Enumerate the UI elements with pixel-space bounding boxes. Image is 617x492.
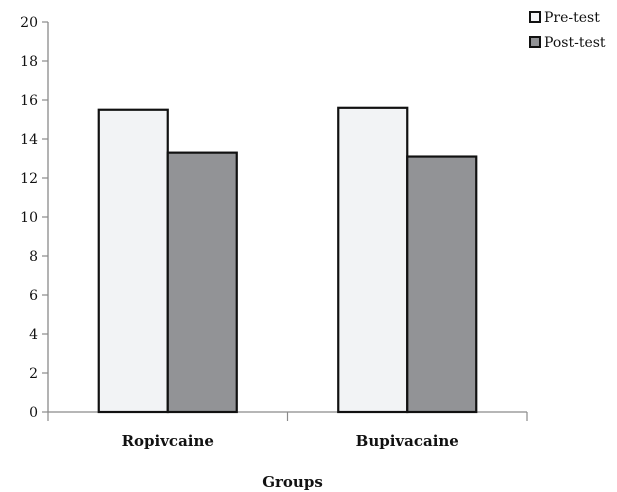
legend: Pre-test Post-test	[529, 10, 606, 51]
bars	[97, 106, 478, 414]
legend-label: Post-test	[544, 35, 606, 51]
bar-pre-test-bupivacaine	[337, 106, 409, 414]
category-label: Bupivacaine	[356, 432, 459, 450]
y-tick-label: 16	[20, 93, 38, 109]
y-tick-label: 14	[20, 132, 38, 148]
legend-label: Pre-test	[544, 10, 600, 26]
y-tick-label: 12	[20, 171, 38, 187]
category-labels: Ropivcaine Bupivacaine	[122, 432, 459, 450]
y-tick-label: 2	[29, 366, 38, 382]
y-axis: 0 2 4 6 8 10 12 14 16 18 20	[20, 15, 49, 421]
x-axis-title: Groups	[262, 473, 323, 491]
y-tick-label: 0	[29, 405, 38, 421]
y-tick-label: 4	[29, 327, 38, 343]
x-axis	[47, 411, 528, 421]
y-tick-label: 10	[20, 210, 38, 226]
y-tick-label: 8	[29, 249, 38, 265]
legend-swatch	[529, 36, 541, 48]
bar-post-test-bupivacaine	[406, 155, 478, 414]
bar-post-test-ropivcaine	[166, 151, 238, 414]
y-tick-label: 18	[20, 54, 38, 70]
y-tick-label: 6	[29, 288, 38, 304]
y-tick-label: 20	[20, 15, 38, 31]
category-label: Ropivcaine	[122, 432, 214, 450]
legend-swatch	[529, 11, 541, 23]
bar-pre-test-ropivcaine	[97, 108, 169, 414]
